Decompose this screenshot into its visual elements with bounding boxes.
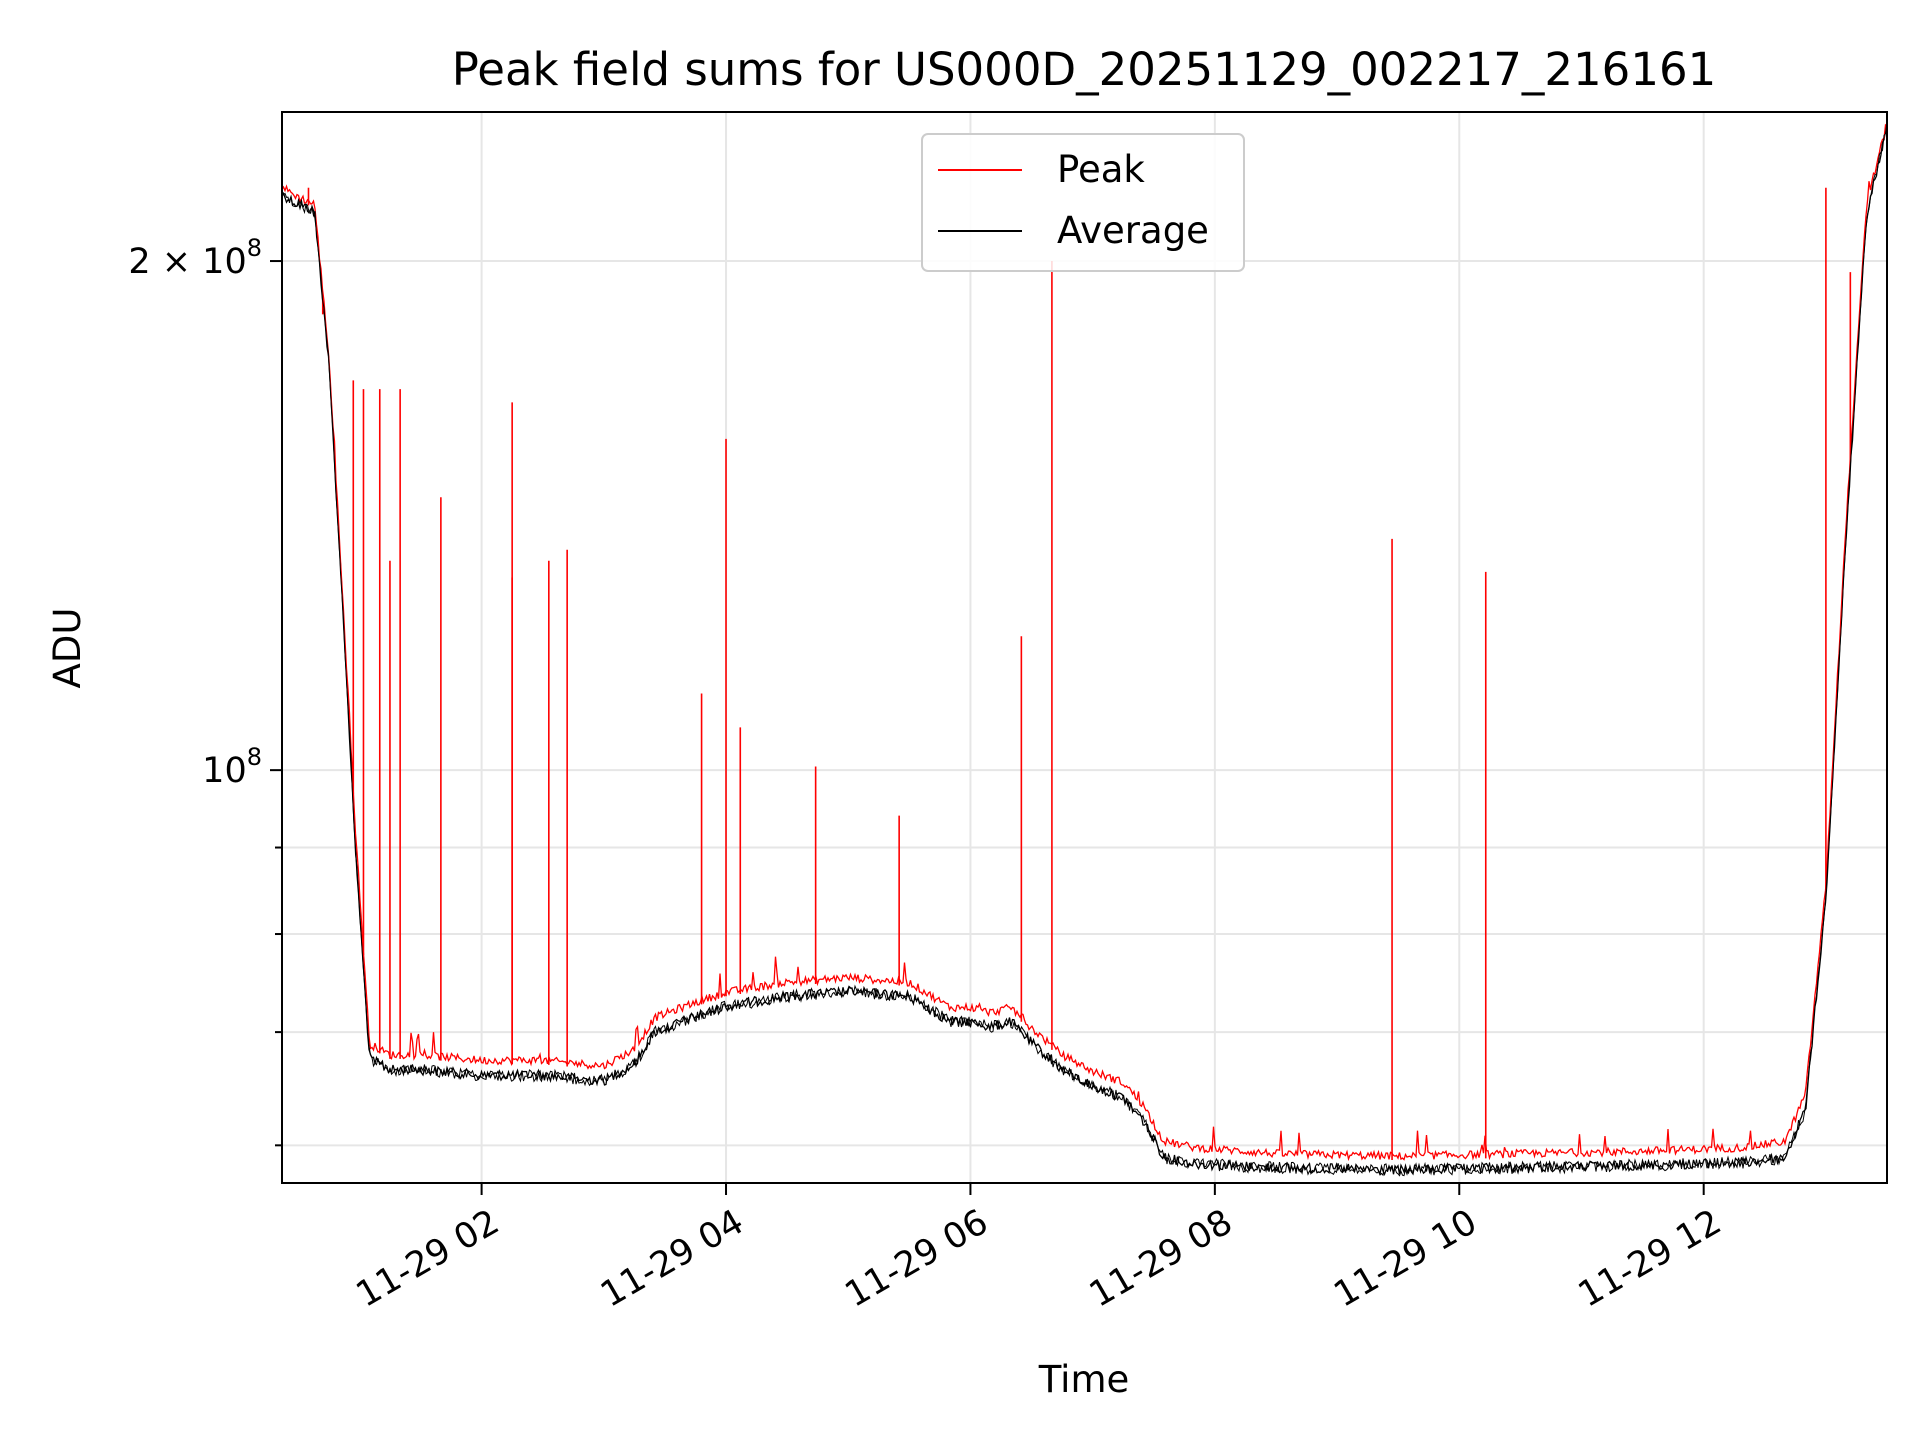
series-line-average (282, 124, 1887, 1177)
legend-label-average: Average (1057, 209, 1209, 252)
y-tick-label: 108 (202, 743, 262, 791)
series-line-average-detail (282, 122, 1887, 1177)
chart-title: Peak field sums for US000D_20251129_0022… (452, 43, 1716, 96)
legend: Peak Average (921, 133, 1245, 272)
y-axis: 108 2 × 108 (128, 234, 282, 1147)
x-axis-label: Time (1038, 1358, 1130, 1401)
legend-box (921, 133, 1245, 272)
peak-spikes (307, 187, 1852, 1161)
plot-frame (281, 111, 1888, 1184)
y-tick-label: 2 × 108 (128, 234, 262, 282)
legend-label-peak: Peak (1057, 148, 1145, 191)
y-axis-label: ADU (46, 608, 89, 689)
